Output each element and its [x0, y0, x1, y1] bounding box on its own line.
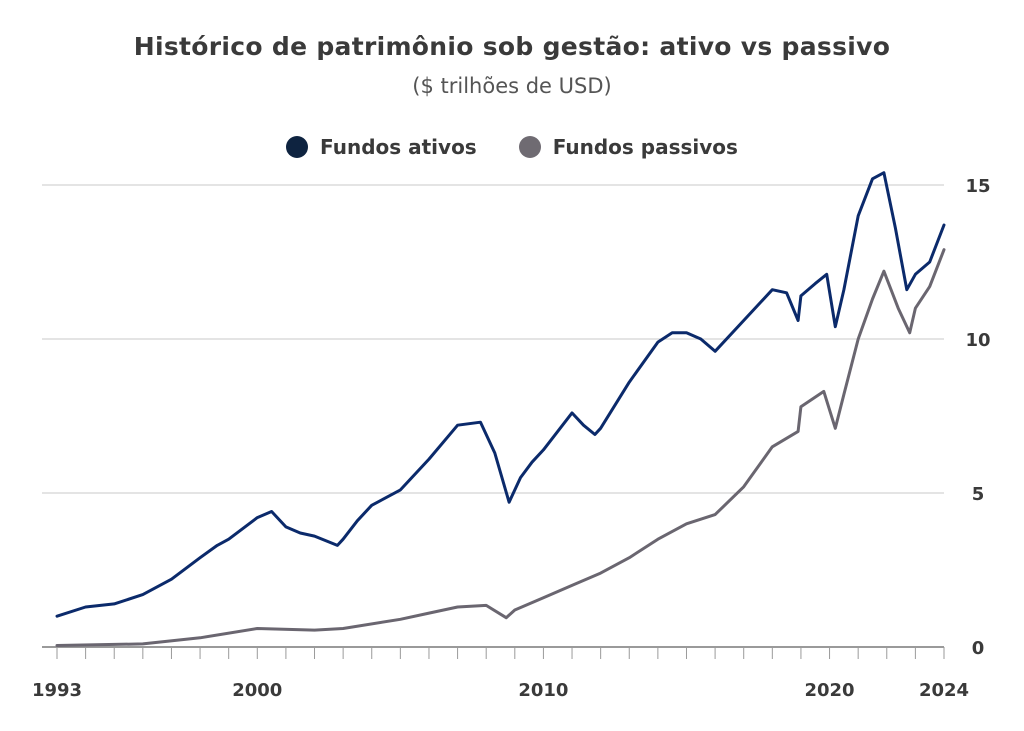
legend-label-passive: Fundos passivos	[552, 135, 738, 159]
legend-swatch-active	[286, 136, 309, 158]
x-tick-label: 2000	[232, 680, 282, 701]
legend-item-active[interactable]: Fundos ativos	[286, 135, 477, 159]
legend-label-active: Fundos ativos	[320, 135, 477, 159]
series-group	[55, 171, 946, 647]
y-tick-label: 0	[972, 638, 985, 659]
x-tick-label: 1993	[32, 680, 82, 701]
legend-item-passive[interactable]: Fundos passivos	[518, 135, 738, 159]
x-axis: 1993 2000 2010 2020 2024	[32, 647, 969, 701]
chart-title: Histórico de patrimônio sob gestão: ativ…	[133, 32, 891, 61]
chart-legend: Fundos ativos Fundos passivos	[0, 135, 1024, 159]
x-tick-label: 2024	[919, 680, 969, 701]
y-tick-label: 10	[965, 330, 990, 351]
series-line-passive	[55, 248, 946, 647]
y-tick-label: 15	[965, 176, 990, 197]
legend-swatch-passive	[518, 136, 541, 158]
y-axis: 0 5 10 15	[965, 176, 990, 659]
x-tick-label: 2010	[518, 680, 568, 701]
chart-subtitle: ($ trilhões de USD)	[412, 74, 612, 98]
series-line-active	[55, 171, 946, 618]
grid-lines	[42, 184, 944, 648]
x-tick-label: 2020	[804, 680, 854, 701]
y-tick-label: 5	[972, 484, 985, 505]
